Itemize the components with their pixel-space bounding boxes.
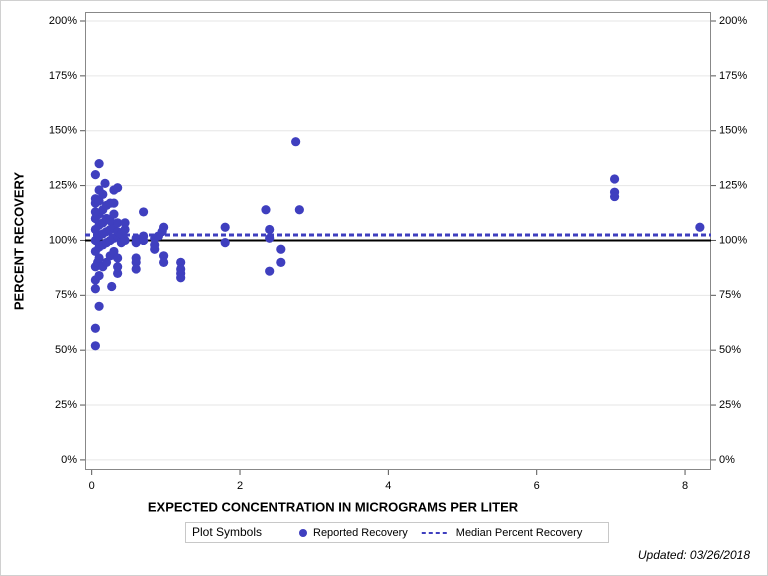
- point: [261, 205, 271, 215]
- legend-label: Median Percent Recovery: [456, 527, 583, 539]
- y2-tick-label: 75%: [719, 289, 741, 301]
- legend-symbol: [299, 529, 307, 537]
- y-tick-label: 200%: [49, 15, 77, 27]
- point: [131, 264, 141, 274]
- point: [265, 224, 275, 235]
- y2-tick-label: 50%: [719, 344, 741, 356]
- y-tick-label: 150%: [49, 125, 77, 137]
- point: [90, 323, 100, 333]
- y2-tick-label: 150%: [719, 125, 747, 137]
- point: [695, 222, 705, 232]
- y2-tick-label: 125%: [719, 179, 747, 191]
- y-tick-label: 125%: [49, 179, 77, 191]
- y-tick-label: 100%: [49, 234, 77, 246]
- point: [609, 174, 620, 184]
- point: [220, 222, 230, 232]
- legend-title: Plot Symbols: [192, 525, 262, 539]
- y2-tick-label: 0%: [719, 454, 735, 466]
- y2-tick-label: 200%: [719, 15, 747, 27]
- point: [113, 268, 123, 278]
- point: [291, 137, 301, 147]
- point: [113, 262, 123, 272]
- point: [176, 273, 186, 283]
- point: [113, 253, 123, 263]
- point: [94, 301, 104, 311]
- point: [109, 198, 119, 208]
- y-tick-label: 25%: [55, 399, 77, 411]
- y-tick-label: 175%: [49, 70, 77, 82]
- y-tick-label: 50%: [55, 344, 77, 356]
- y-tick-label: 75%: [55, 289, 77, 301]
- point: [609, 191, 620, 202]
- x-tick-label: 0: [89, 480, 95, 492]
- point: [90, 284, 100, 294]
- y2-tick-label: 175%: [719, 70, 747, 82]
- point: [159, 251, 169, 261]
- point: [276, 257, 286, 267]
- point: [90, 207, 100, 217]
- point: [138, 207, 149, 217]
- point: [113, 183, 123, 193]
- point: [94, 270, 104, 281]
- point: [150, 240, 160, 250]
- point: [131, 238, 141, 248]
- point: [100, 178, 110, 188]
- point: [94, 159, 104, 169]
- point: [120, 224, 130, 235]
- y2-tick-label: 25%: [719, 399, 741, 411]
- y-tick-label: 0%: [61, 454, 77, 466]
- point: [131, 257, 141, 267]
- point: [159, 257, 169, 267]
- footer: Updated: 03/26/2018: [638, 548, 750, 562]
- point: [90, 170, 100, 180]
- point: [120, 218, 130, 228]
- point: [220, 238, 230, 248]
- point: [294, 205, 304, 215]
- x-axis-label: EXPECTED CONCENTRATION IN MICROGRAMS PER…: [148, 499, 519, 514]
- x-tick-label: 2: [237, 480, 243, 492]
- point: [265, 266, 275, 276]
- legend-box: [185, 522, 609, 543]
- point: [90, 341, 100, 351]
- point: [94, 185, 104, 195]
- point: [159, 222, 169, 232]
- x-tick-label: 6: [534, 480, 540, 492]
- point: [276, 244, 286, 254]
- point: [176, 257, 186, 267]
- x-tick-label: 8: [682, 480, 688, 492]
- legend-label: Reported Recovery: [313, 527, 408, 539]
- y2-tick-label: 100%: [719, 234, 747, 246]
- point: [109, 209, 119, 219]
- point: [107, 281, 117, 292]
- point: [113, 218, 123, 228]
- y-axis-label: PERCENT RECOVERY: [11, 172, 26, 311]
- x-tick-label: 4: [385, 480, 391, 492]
